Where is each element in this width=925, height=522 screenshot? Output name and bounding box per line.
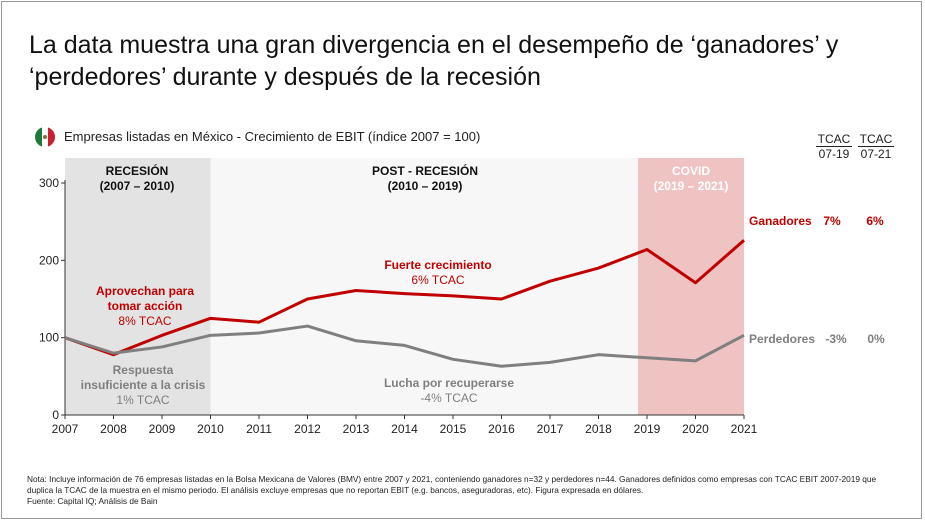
y-axis-ticks: 0 100 200 300 [39, 176, 65, 422]
x-tick-label: 2020 [682, 422, 709, 436]
annotation-fuerte-tcac: 6% TCAC [411, 273, 464, 287]
annotation-respuesta-line1: Respuesta [113, 363, 174, 377]
period-post-name: POST - RECESIÓN [372, 163, 478, 178]
annotation-aprovechan-tcac: 8% TCAC [118, 314, 171, 328]
covid-period-band [638, 158, 744, 415]
ganadores-tcac-07-19: 7% [823, 214, 841, 228]
perdedores-tcac-07-19: -3% [825, 332, 847, 346]
x-tick-label: 2010 [197, 422, 224, 436]
x-tick-label: 2013 [343, 422, 370, 436]
x-tick-label: 2019 [634, 422, 661, 436]
x-tick-label: 2016 [488, 422, 515, 436]
x-tick-label: 2018 [585, 422, 612, 436]
x-tick-label: 2008 [100, 422, 127, 436]
footnote: Nota: Incluye información de 76 empresas… [27, 474, 902, 507]
annotation-lucha-tcac: -4% TCAC [420, 391, 477, 405]
annotation-respuesta-tcac: 1% TCAC [116, 393, 169, 407]
annotation-aprovechan-line1: Aprovechan para [96, 284, 194, 298]
x-tick-label: 2009 [149, 422, 176, 436]
period-covid-name: COVID [672, 164, 710, 178]
series-lines [64, 239, 745, 368]
period-post-range: (2010 – 2019) [388, 179, 463, 193]
tcac-header-label: TCAC [858, 132, 894, 147]
mexico-flag-icon [35, 127, 55, 147]
annotation-lucha: Lucha por recuperarse [384, 376, 514, 390]
perdedores-line [64, 324, 745, 368]
ganadores-line [64, 239, 745, 357]
period-recesion-range: (2007 – 2010) [100, 179, 175, 193]
x-tick-label: 2021 [731, 422, 758, 436]
ganadores-tcac-07-21: 6% [866, 214, 884, 228]
perdedores-tcac-07-21: 0% [867, 332, 885, 346]
slide-title: La data muestra una gran divergencia en … [29, 31, 839, 91]
series-label-perdedores: Perdedores [749, 332, 815, 346]
footnote-nota: Nota: Incluye información de 76 empresas… [27, 474, 877, 495]
tcac-header-period: 07-19 [818, 147, 850, 161]
tcac-header-07-21: TCAC 07-21 [858, 132, 894, 161]
x-tick-label: 2014 [391, 422, 418, 436]
annotation-fuerte-crecimiento: Fuerte crecimiento [384, 258, 491, 272]
annotation-aprovechan-line2: tomar acción [108, 299, 183, 313]
recession-period-band [65, 158, 211, 415]
footnote-fuente: Fuente: Capital IQ; Análisis de Bain [27, 496, 158, 506]
x-tick-label: 2017 [537, 422, 564, 436]
chart-subtitle: Empresas listadas en México - Crecimient… [64, 129, 481, 144]
y-tick-label: 100 [39, 331, 59, 345]
x-axis-ticks: 2007 2008 2009 2010 2011 2012 2013 2014 2015 2016… [52, 415, 758, 436]
tcac-header-period: 07-21 [860, 147, 892, 161]
x-tick-label: 2012 [294, 422, 321, 436]
y-tick-label: 300 [39, 176, 59, 190]
tcac-header-label: TCAC [816, 132, 852, 147]
y-tick-label: 0 [52, 408, 59, 422]
post-recession-period-band [210, 158, 638, 415]
x-tick-label: 2015 [440, 422, 467, 436]
y-tick-label: 200 [39, 253, 59, 267]
series-label-ganadores: Ganadores [749, 214, 812, 228]
x-tick-label: 2011 [246, 422, 272, 436]
x-tick-label: 2007 [52, 422, 79, 436]
annotation-respuesta-line2: insuficiente a la crisis [81, 378, 206, 392]
period-covid-range: (2019 – 2021) [654, 179, 729, 193]
tcac-header-07-19: TCAC 07-19 [816, 132, 852, 161]
period-recesion-name: RECESIÓN [106, 163, 169, 178]
